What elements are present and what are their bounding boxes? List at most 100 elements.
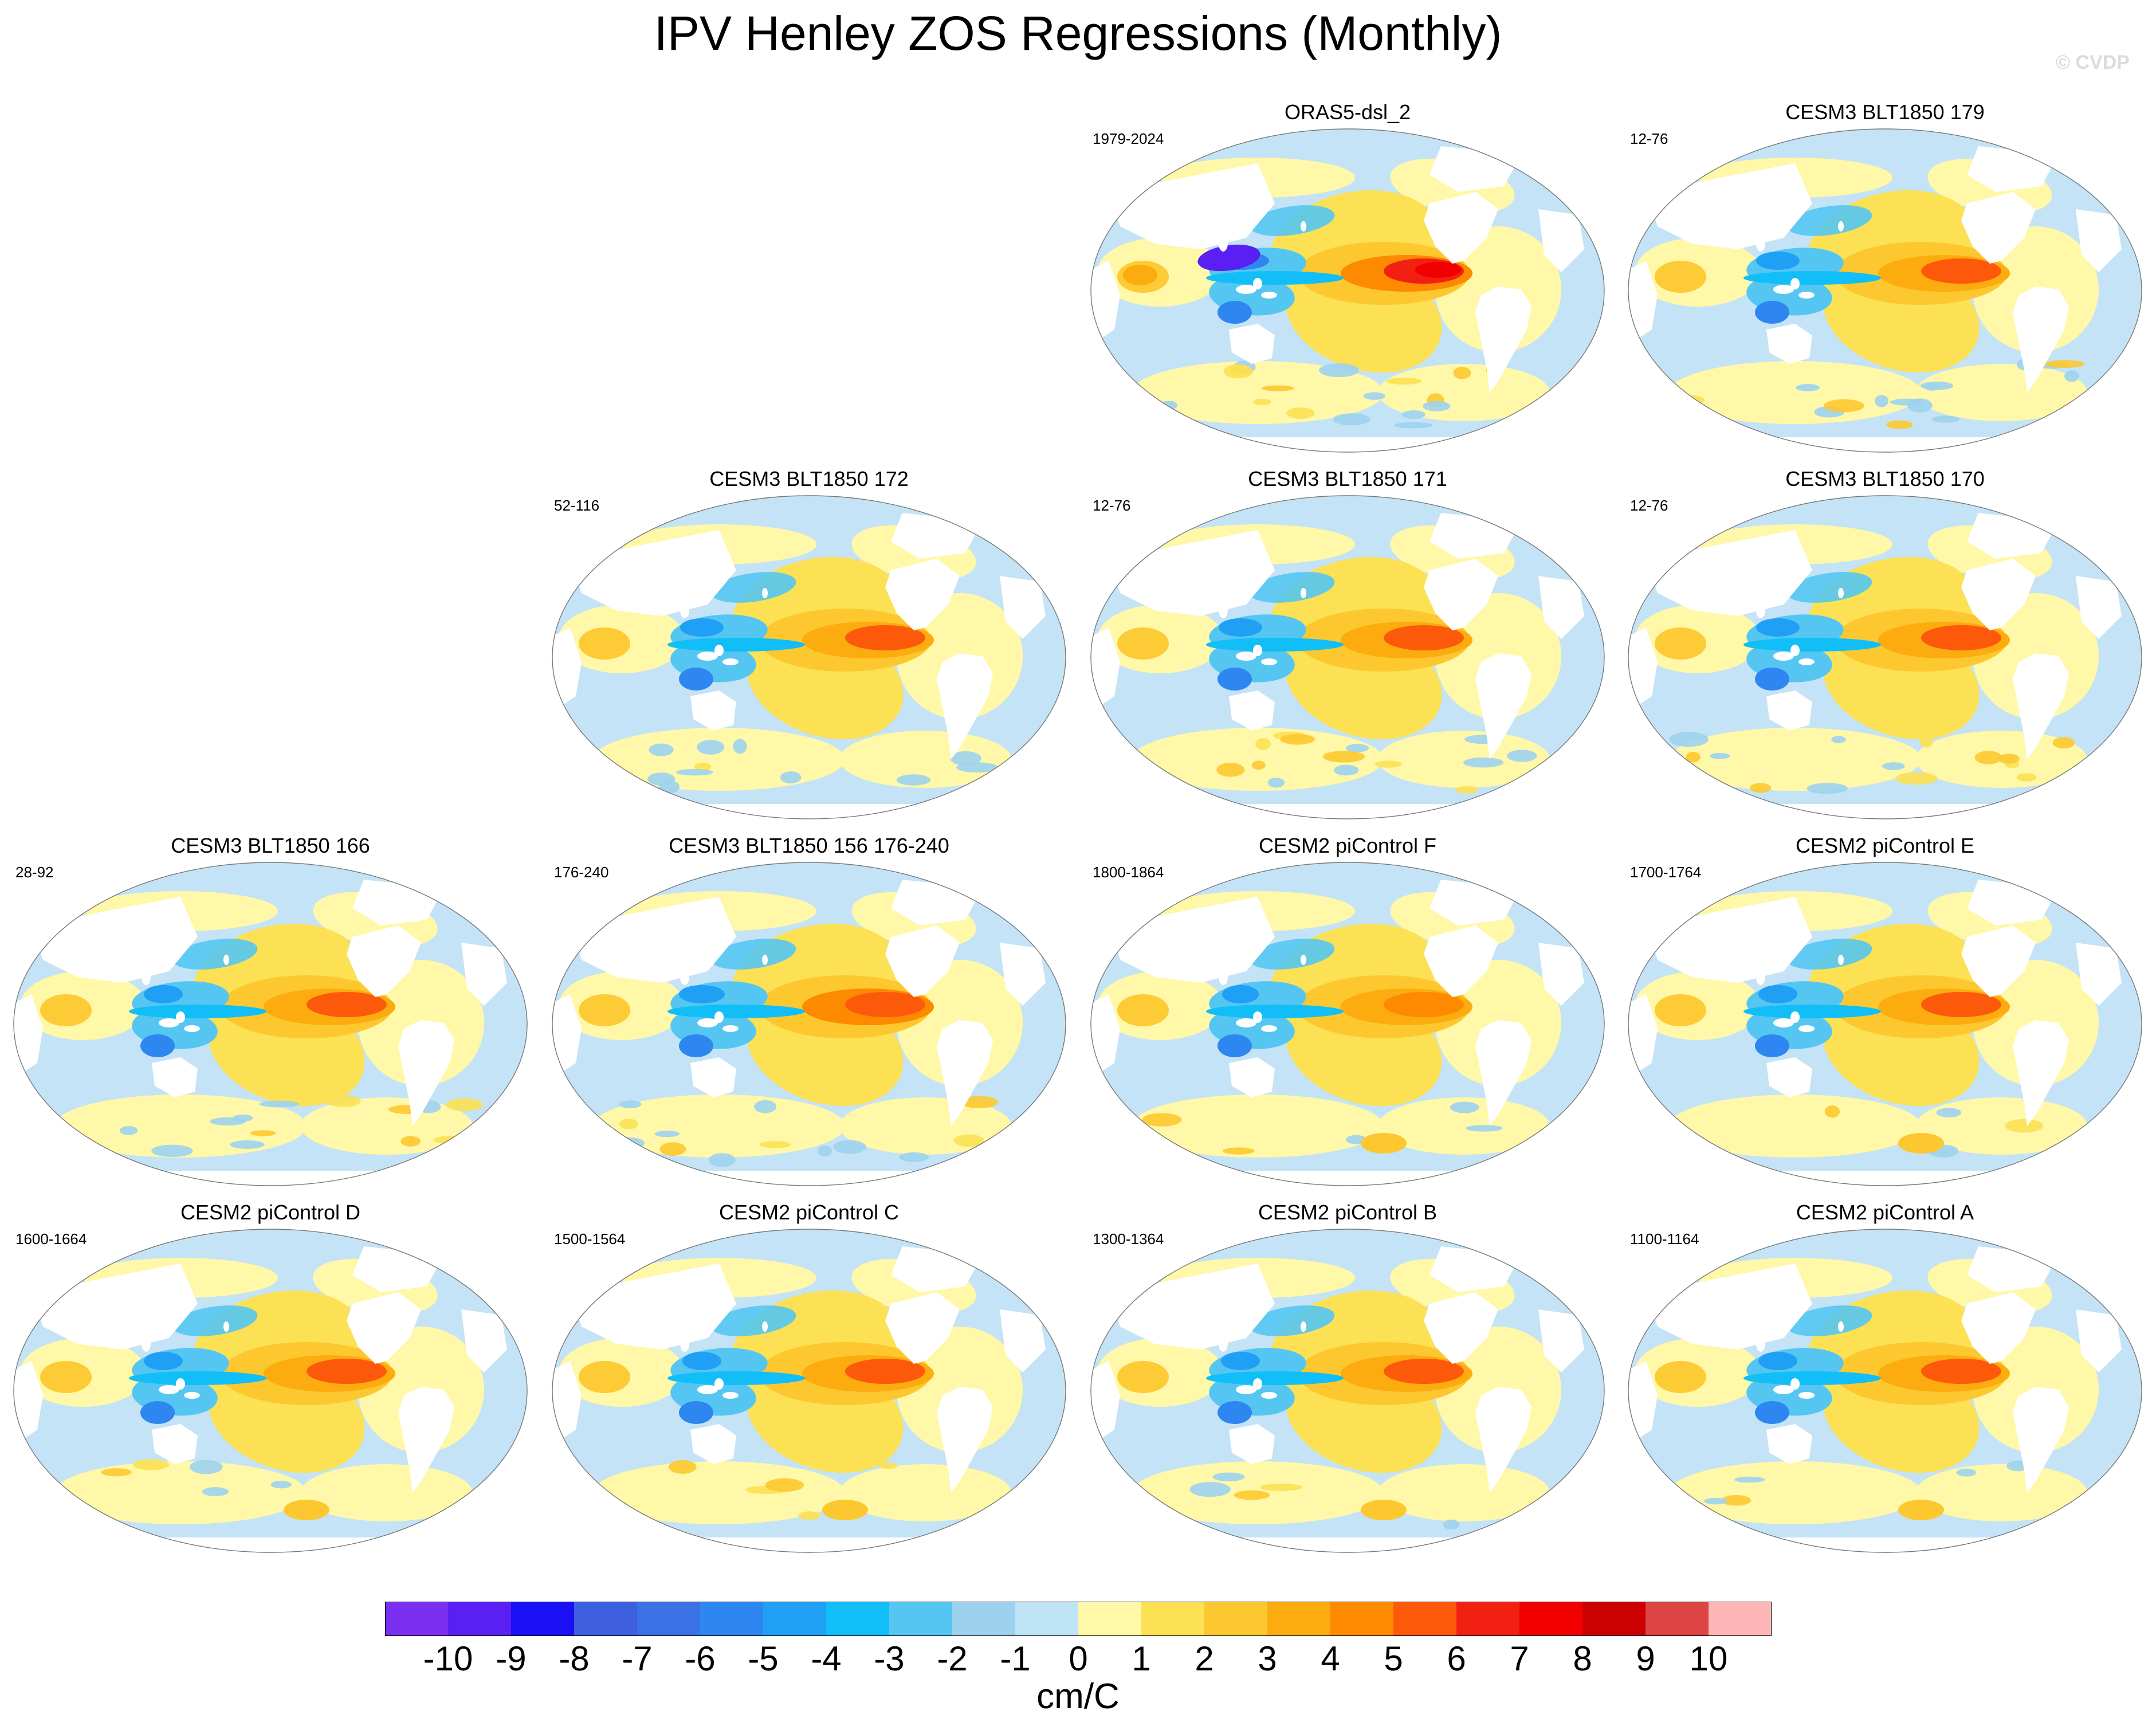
robinson-map: [13, 862, 528, 1186]
colorbar-swatch: [1267, 1602, 1331, 1636]
panel-period: 1800-1864: [1093, 864, 1164, 881]
map-panel: CESM3 BLT1850 170 12-76: [1623, 467, 2147, 834]
panel-title: CESM3 BLT1850 166: [171, 834, 370, 857]
robinson-map: [1090, 1229, 1605, 1553]
panel-title: CESM2 piControl D: [180, 1201, 361, 1224]
robinson-map: [552, 1229, 1066, 1553]
colorbar-swatch: [1709, 1602, 1772, 1636]
colorbar-tick-label: -10: [423, 1639, 473, 1678]
map-panel: CESM3 BLT1850 179 12-76: [1623, 100, 2147, 467]
colorbar-swatch: [1519, 1602, 1583, 1636]
colorbar-tick-label: 9: [1636, 1639, 1655, 1678]
colorbar-tick-label: -6: [685, 1639, 716, 1678]
colorbar-tick-label: -3: [874, 1639, 905, 1678]
colorbar-swatch: [763, 1602, 827, 1636]
panel-title: ORAS5-dsl_2: [1284, 100, 1411, 124]
robinson-map: [1628, 862, 2142, 1186]
colorbar-swatch: [1015, 1602, 1079, 1636]
colorbar-tick-label: -4: [811, 1639, 842, 1678]
colorbar-swatch: [826, 1602, 890, 1636]
map-panel: CESM3 BLT1850 166 28-92: [9, 834, 532, 1201]
map-panel: CESM3 BLT1850 156 176-240 176-240: [547, 834, 1071, 1201]
panel-period: 1500-1564: [554, 1230, 626, 1248]
colorbar-swatch: [952, 1602, 1016, 1636]
map-panel: ORAS5-dsl_2 1979-2024: [1086, 100, 1609, 467]
colorbar-tick-label: -9: [496, 1639, 527, 1678]
colorbar-tick-label: 3: [1258, 1639, 1277, 1678]
robinson-map: [552, 495, 1066, 819]
colorbar-tick-label: 4: [1321, 1639, 1340, 1678]
colorbar-swatch: [637, 1602, 701, 1636]
panel-period: 1100-1164: [1630, 1230, 1699, 1248]
robinson-map: [13, 1229, 528, 1553]
panel-title: CESM2 piControl B: [1258, 1201, 1438, 1224]
colorbar-tick-label: -7: [622, 1639, 653, 1678]
map-panel: CESM2 piControl F 1800-1864: [1086, 834, 1609, 1201]
colorbar-tick-label: -8: [559, 1639, 590, 1678]
colorbar-swatch: [1456, 1602, 1520, 1636]
panel-period: 1600-1664: [15, 1230, 87, 1248]
colorbar-swatch: [511, 1602, 575, 1636]
colorbar-swatch: [1204, 1602, 1268, 1636]
colorbar-swatch: [574, 1602, 638, 1636]
robinson-map: [1090, 495, 1605, 819]
colorbar-tick-label: -2: [937, 1639, 968, 1678]
colorbar-swatch: [700, 1602, 764, 1636]
robinson-map: [1090, 862, 1605, 1186]
panel-period: 12-76: [1630, 130, 1668, 147]
panel-period: 28-92: [15, 864, 54, 881]
robinson-map: [552, 862, 1066, 1186]
robinson-map: [1628, 495, 2142, 819]
panel-period: 52-116: [554, 497, 600, 514]
robinson-map: [1628, 1229, 2142, 1553]
colorbar-swatch: [1330, 1602, 1394, 1636]
robinson-map: [1090, 128, 1605, 453]
colorbar-swatch: [1078, 1602, 1142, 1636]
colorbar-swatch: [889, 1602, 953, 1636]
colorbar-swatch: [385, 1602, 449, 1636]
map-panel: CESM3 BLT1850 171 12-76: [1086, 467, 1609, 834]
colorbar-swatch: [448, 1602, 512, 1636]
colorbar-tick-label: 10: [1689, 1639, 1728, 1678]
robinson-map: [1628, 128, 2142, 453]
panel-title: CESM3 BLT1850 156 176-240: [669, 834, 949, 857]
panel-period: 12-76: [1093, 497, 1131, 514]
panel-title: CESM2 piControl A: [1796, 1201, 1974, 1224]
panel-title: CESM3 BLT1850 170: [1785, 467, 1985, 491]
panel-period: 176-240: [554, 864, 609, 881]
colorbar-swatch: [1393, 1602, 1457, 1636]
panel-period: 12-76: [1630, 497, 1668, 514]
panel-title: CESM3 BLT1850 171: [1248, 467, 1447, 491]
colorbar: [385, 1602, 1772, 1636]
panel-title: CESM3 BLT1850 172: [709, 467, 909, 491]
cvdp-watermark: © CVDP: [2056, 52, 2130, 73]
colorbar-swatch: [1646, 1602, 1709, 1636]
colorbar-tick-label: 6: [1447, 1639, 1466, 1678]
figure-title: IPV Henley ZOS Regressions (Monthly): [654, 6, 1502, 60]
colorbar-tick-label: 0: [1069, 1639, 1088, 1678]
map-panel: CESM2 piControl C 1500-1564: [547, 1201, 1071, 1567]
map-panel: CESM2 piControl D 1600-1664: [9, 1201, 532, 1567]
panel-title: CESM2 piControl C: [718, 1201, 900, 1224]
map-panel: CESM2 piControl A 1100-1164: [1623, 1201, 2147, 1567]
colorbar-swatch: [1582, 1602, 1646, 1636]
panel-title: CESM2 piControl E: [1795, 834, 1975, 857]
colorbar-swatch: [1141, 1602, 1205, 1636]
colorbar-labels: -10 -9 -8 -7 -6 -5 -4 -3 -2 -1 0 1 2 3 4 5 6 7 8 9 10: [0, 1639, 2156, 1685]
colorbar-tick-label: 7: [1510, 1639, 1529, 1678]
colorbar-tick-label: 5: [1384, 1639, 1403, 1678]
panel-title: CESM3 BLT1850 179: [1785, 100, 1985, 124]
colorbar-units: cm/C: [1036, 1677, 1120, 1716]
panel-period: 1300-1364: [1093, 1230, 1164, 1248]
colorbar-tick-label: -1: [1000, 1639, 1031, 1678]
map-panel: CESM2 piControl E 1700-1764: [1623, 834, 2147, 1201]
colorbar-tick-label: -5: [748, 1639, 779, 1678]
colorbar-tick-label: 1: [1132, 1639, 1151, 1678]
panel-period: 1979-2024: [1093, 130, 1164, 147]
map-panel: CESM2 piControl B 1300-1364: [1086, 1201, 1609, 1567]
colorbar-tick-label: 2: [1195, 1639, 1214, 1678]
colorbar-tick-label: 8: [1573, 1639, 1592, 1678]
panel-period: 1700-1764: [1630, 864, 1702, 881]
panel-title: CESM2 piControl F: [1258, 834, 1437, 857]
map-panel: CESM3 BLT1850 172 52-116: [547, 467, 1071, 834]
